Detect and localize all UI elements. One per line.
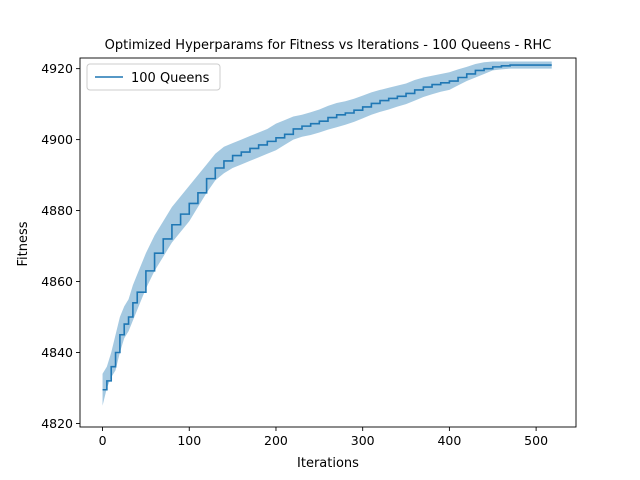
x-tick-label: 200 <box>264 433 288 448</box>
legend: 100 Queens <box>86 63 221 91</box>
chart-title: Optimized Hyperparams for Fitness vs Ite… <box>105 38 552 53</box>
legend-label: 100 Queens <box>131 71 210 86</box>
y-tick-label: 4900 <box>41 132 73 147</box>
y-tick-label: 4880 <box>41 203 73 218</box>
axes-frame <box>79 57 577 428</box>
y-tick-label: 4920 <box>41 61 73 76</box>
legend-box <box>86 63 221 91</box>
y-axis-label: Fitness <box>16 221 31 266</box>
x-tick-label: 0 <box>99 433 107 448</box>
plot-area <box>102 61 552 406</box>
y-tick-label: 4840 <box>41 345 73 360</box>
x-tick-label: 500 <box>524 433 548 448</box>
x-tick-label: 300 <box>351 433 375 448</box>
x-tick-label: 100 <box>177 433 201 448</box>
series-0-mean-line <box>102 64 552 391</box>
x-axis-label: Iterations <box>297 456 359 471</box>
y-tick-label: 4820 <box>41 416 73 431</box>
axes: 0 100 200 300 400 500 4820 4840 4860 4880 4900 4920 <box>41 57 577 448</box>
y-tick-label: 4860 <box>41 274 73 289</box>
x-tick-label: 400 <box>437 433 461 448</box>
